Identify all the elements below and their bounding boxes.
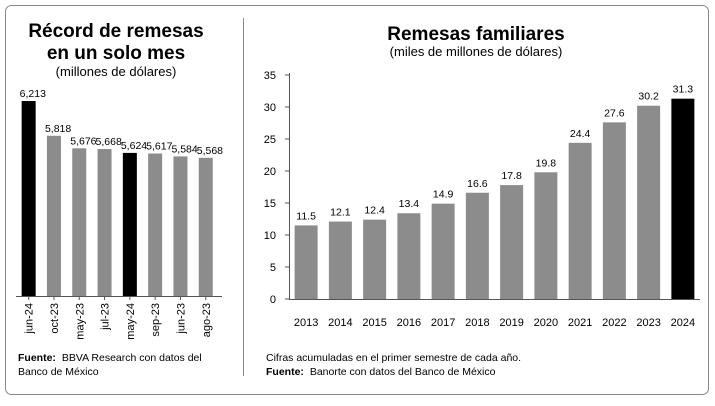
right-value-label-2022: 27.6 [604,107,625,119]
right-subtitle: (miles de millones de dólares) [390,44,563,59]
left-source: Fuente: BBVA Research con datos del [18,352,202,364]
right-x-tick-label-2023: 2023 [636,317,660,329]
right-x-tick-label-2020: 2020 [534,317,558,329]
right-source-label: Fuente: [266,366,304,378]
right-y-tick-label-0: 0 [270,294,276,306]
left-value-label-oct-23: 5,818 [45,123,71,135]
right-value-label-2018: 16.6 [467,178,488,190]
right-bar-2016 [397,213,421,299]
right-value-label-2014: 12.1 [330,207,351,219]
right-source-text: Banorte con datos del Banco de México [310,366,496,378]
left-source-text-2: Banco de México [18,366,99,378]
right-bar-2015 [363,219,387,299]
right-bar-2023 [637,105,661,299]
left-title-line1: Récord de remesas [28,21,203,42]
left-value-label-jun-23: 5,584 [171,143,197,155]
right-bar-chart: 0 5 10 15 20 25 30 35 11.5 2013 12.1 2014 12.4 2015 13… [264,70,700,329]
right-note: Cifras acumuladas en el primer semestre … [266,352,521,364]
right-value-label-2023: 30.2 [638,91,659,103]
left-value-label-jun-24: 6,213 [20,88,46,100]
right-y-tick-label-15: 15 [264,198,276,210]
left-tick-label-may-24: may-24 [125,303,137,340]
left-bar-chart: 6,213 jun-24 5,818 oct-23 5,676 may-23 5,668 ju… [16,88,223,340]
left-tick-label-oct-23: oct-23 [49,303,61,334]
right-value-label-2021: 24.4 [570,128,591,140]
right-bar-2024 [671,98,695,300]
left-value-label-ago-23: 5,568 [197,145,223,157]
right-value-label-2019: 17.8 [501,170,522,182]
left-value-label-jul-23: 5,668 [96,136,122,148]
right-value-label-2024: 31.3 [673,84,694,96]
left-tick-label-jun-24: jun-24 [24,303,36,335]
right-x-tick-label-2024: 2024 [671,317,695,329]
left-value-label-may-23: 5,676 [70,135,96,147]
left-bar-jun-24 [21,101,36,296]
left-tick-label-jun-23: jun-23 [175,303,187,335]
left-tick-label-jul-23: jul-23 [100,303,112,331]
right-value-label-2017: 14.9 [433,189,454,201]
right-y-tick-label-30: 30 [264,102,276,114]
outer-frame [5,5,709,395]
left-source-text-1: BBVA Research con datos del [62,352,202,364]
right-bar-2020 [534,172,558,299]
right-x-tick-label-2014: 2014 [328,317,352,329]
left-bar-may-23 [72,148,87,296]
right-bar-2022 [602,122,626,299]
right-x-tick-label-2021: 2021 [568,317,592,329]
right-value-label-2015: 12.4 [364,205,385,217]
right-x-tick-label-2017: 2017 [431,317,455,329]
right-value-label-2013: 11.5 [296,210,316,222]
left-bar-oct-23 [46,135,61,296]
right-y-tick-label-25: 25 [264,134,276,146]
left-bar-ago-23 [198,157,213,296]
left-source-label: Fuente: [18,352,56,364]
right-x-tick-label-2019: 2019 [499,317,523,329]
left-value-label-sep-23: 5,617 [146,141,172,153]
right-y-tick-label-5: 5 [270,262,276,274]
left-bar-jun-23 [173,156,188,296]
right-title: Remesas familiares [387,24,564,45]
right-bar-2014 [328,221,352,299]
left-tick-label-ago-23: ago-23 [201,303,213,337]
right-value-label-2020: 19.8 [536,157,557,169]
right-y-tick-label-20: 20 [264,166,276,178]
right-bar-2017 [431,203,455,299]
right-x-tick-label-2013: 2013 [294,317,318,329]
left-bar-jul-23 [97,149,112,296]
right-x-tick-label-2015: 2015 [362,317,386,329]
left-subtitle: (millones de dólares) [56,64,177,79]
left-tick-label-may-23: may-23 [74,303,86,340]
left-title-line2: en un solo mes [47,43,185,64]
left-tick-label-sep-23: sep-23 [150,303,162,337]
left-bar-sep-23 [148,153,163,296]
right-bar-2019 [500,185,524,299]
right-bar-2013 [294,225,318,299]
left-value-label-may-24: 5,624 [121,140,147,152]
right-y-tick-label-10: 10 [264,230,276,242]
right-source: Fuente: Banorte con datos del Banco de M… [266,366,496,378]
right-value-label-2016: 13.4 [399,198,420,210]
left-bar-may-24 [122,152,137,296]
right-bar-2021 [568,142,592,299]
right-x-tick-label-2018: 2018 [465,317,489,329]
right-y-tick-label-35: 35 [264,70,276,82]
right-x-tick-label-2022: 2022 [602,317,626,329]
right-x-tick-label-2016: 2016 [397,317,421,329]
right-bar-2018 [465,192,489,299]
